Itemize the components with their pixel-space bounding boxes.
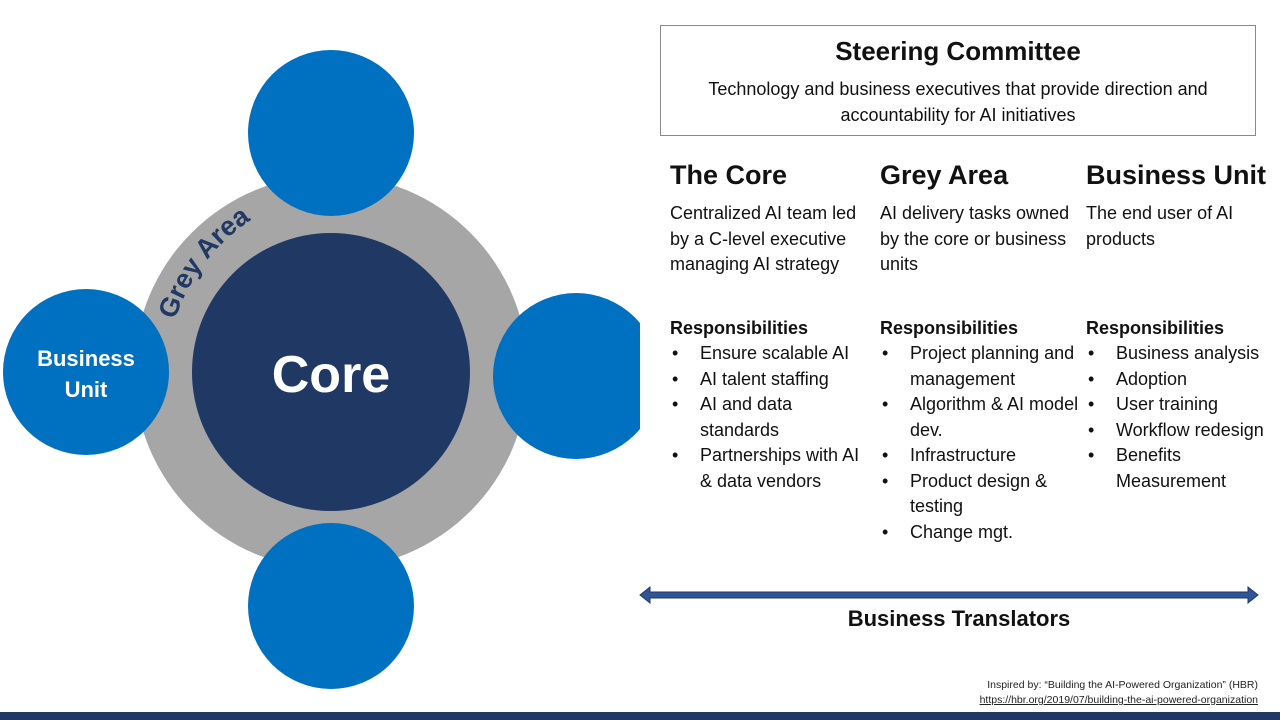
column-heading: Business Unit: [1086, 160, 1267, 190]
steering-committee-box: Steering Committee Technology and busine…: [660, 25, 1256, 136]
responsibility-item: Project planning and management: [880, 341, 1080, 392]
responsibility-item: Algorithm & AI model dev.: [880, 392, 1080, 443]
satellite-bottom-circle: [248, 523, 414, 689]
column-description: Centralized AI team led by a C-level exe…: [670, 203, 857, 274]
column-description: The end user of AI products: [1086, 203, 1234, 249]
footer-bar: [0, 712, 1280, 720]
responsibility-item: User training: [1086, 392, 1278, 418]
column-business-unit: Business Unit The end user of AI product…: [1086, 157, 1278, 494]
satellite-right-circle: [493, 293, 640, 459]
credit-line: Inspired by: “Building the AI-Powered Or…: [987, 679, 1258, 691]
responsibility-item: AI and data standards: [670, 392, 870, 443]
satellite-top-circle: [248, 50, 414, 216]
responsibility-item: Workflow redesign: [1086, 418, 1278, 444]
responsibility-item: Change mgt.: [880, 520, 1080, 546]
business-unit-label-line2: Unit: [65, 377, 108, 402]
responsibility-item: Product design & testing: [880, 469, 1080, 520]
responsibility-item: Benefits Measurement: [1086, 443, 1278, 494]
credit-link[interactable]: https://hbr.org/2019/07/building-the-ai-…: [979, 694, 1258, 706]
business-translators-label: Business Translators: [847, 606, 1071, 631]
business-unit-circle: [3, 289, 169, 455]
source-credit: Inspired by: “Building the AI-Powered Or…: [980, 678, 1258, 708]
steering-committee-title: Steering Committee: [835, 36, 1081, 66]
responsibilities-title: Responsibilities: [670, 318, 809, 338]
core-grey-area-diagram: Core Grey Area Business Unit: [3, 50, 640, 689]
column-heading: Grey Area: [880, 160, 1009, 190]
business-unit-label-line1: Business: [37, 346, 135, 371]
business-translators-arrow: [639, 585, 1259, 605]
responsibilities-title: Responsibilities: [1086, 318, 1225, 338]
responsibility-item: Infrastructure: [880, 443, 1080, 469]
responsibilities-title: Responsibilities: [880, 318, 1019, 338]
responsibilities-list: Ensure scalable AI AI talent staffing AI…: [670, 341, 870, 494]
column-description: AI delivery tasks owned by the core or b…: [880, 203, 1070, 274]
column-heading: The Core: [670, 160, 788, 190]
responsibilities-list: Business analysis Adoption User training…: [1086, 341, 1278, 494]
column-the-core: The Core Centralized AI team led by a C-…: [670, 157, 870, 494]
steering-committee-description: Technology and business executives that …: [708, 79, 1208, 125]
responsibility-item: AI talent staffing: [670, 367, 870, 393]
responsibility-item: Ensure scalable AI: [670, 341, 870, 367]
responsibilities-list: Project planning and management Algorith…: [880, 341, 1080, 545]
core-label: Core: [272, 346, 390, 404]
responsibility-item: Partnerships with AI & data vendors: [670, 443, 870, 494]
column-grey-area: Grey Area AI delivery tasks owned by the…: [880, 157, 1080, 545]
core-circle: [192, 233, 470, 511]
responsibility-item: Business analysis: [1086, 341, 1278, 367]
responsibility-item: Adoption: [1086, 367, 1278, 393]
